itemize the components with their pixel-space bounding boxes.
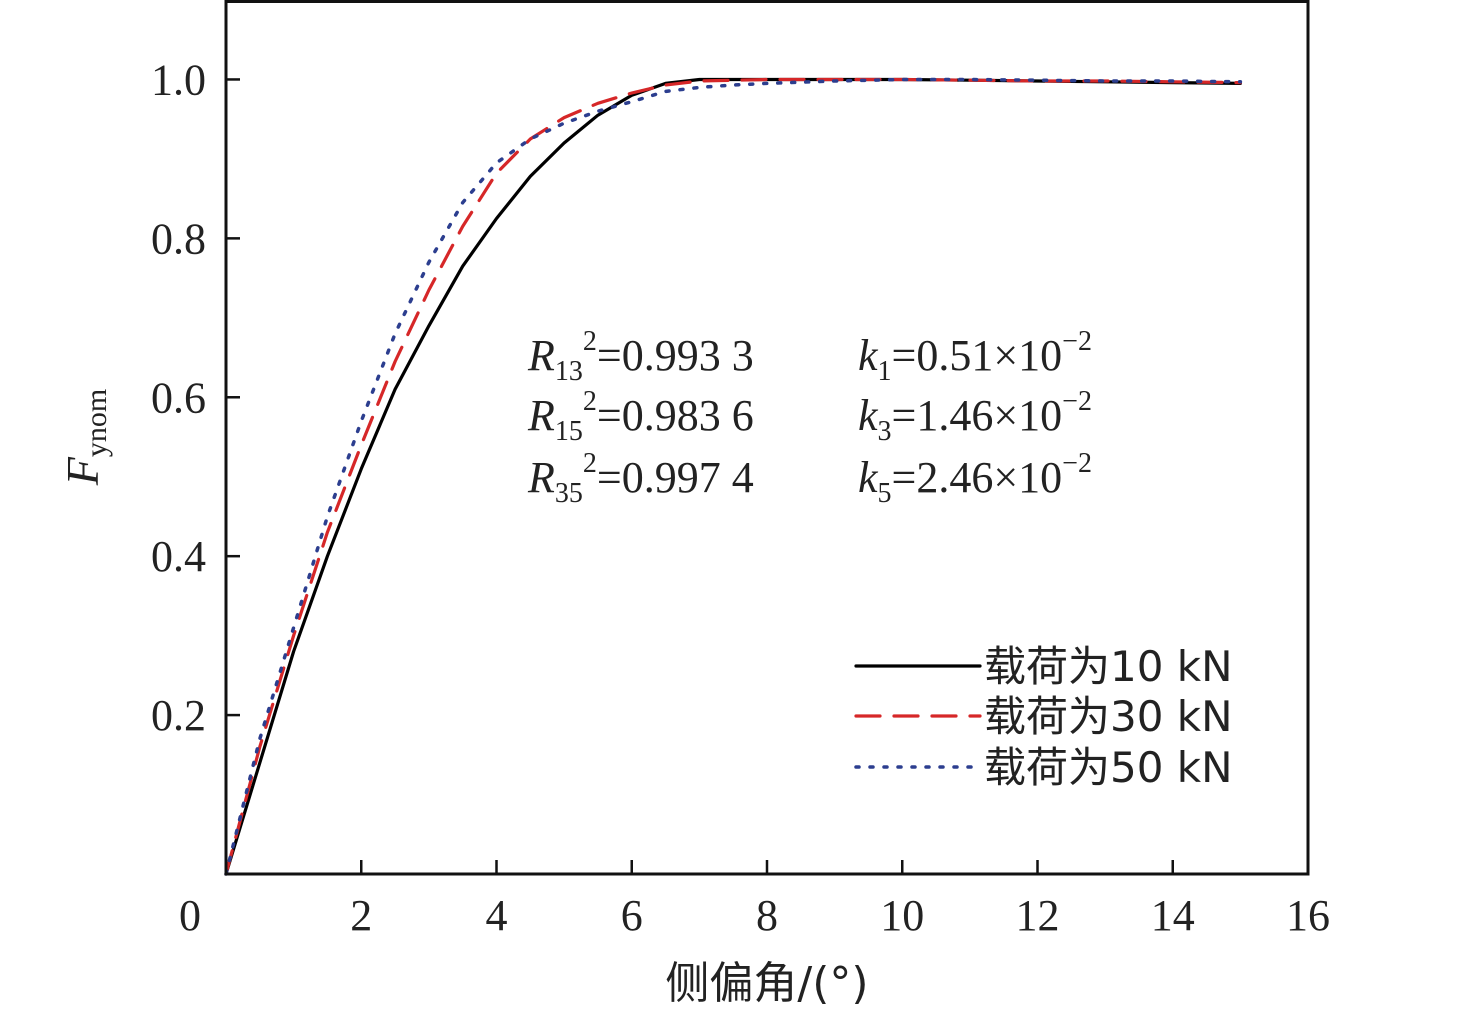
r-superscript: 2: [583, 386, 597, 417]
x-tick-label: 16: [1286, 891, 1330, 940]
x-tick-label: 0: [179, 891, 201, 940]
k-exponent: −2: [1062, 448, 1092, 479]
k-subscript: 1: [878, 356, 892, 387]
k-value: =1.46×10: [892, 391, 1063, 440]
x-tick-label: 8: [756, 891, 778, 940]
r-subscript: 15: [555, 416, 583, 447]
k-subscript: 5: [878, 478, 892, 509]
r-symbol: R: [527, 331, 555, 380]
y-axis-label: Fynom: [57, 389, 113, 486]
legend-label: 载荷为30 kN: [984, 692, 1233, 741]
k-exponent: −2: [1062, 386, 1092, 417]
y-tick-label: 0.2: [151, 691, 206, 740]
r-symbol: R: [527, 391, 555, 440]
r-squared-annotation: R352=0.997 4: [527, 448, 754, 509]
r-subscript: 13: [555, 356, 583, 387]
k-value: =2.46×10: [892, 453, 1063, 502]
k-value: =0.51×10: [892, 331, 1063, 380]
legend-label: 载荷为50 kN: [984, 743, 1233, 792]
k-symbol: k: [858, 391, 879, 440]
k-symbol: k: [858, 453, 879, 502]
y-tick-label: 0.6: [151, 373, 206, 422]
y-tick-label: 0.4: [151, 532, 206, 581]
series-line-2: [224, 77, 1243, 876]
x-tick-label: 4: [486, 891, 508, 940]
x-axis-label: 侧偏角/(°): [665, 958, 868, 1009]
plot-frame: [224, 0, 1310, 876]
legend-label: 载荷为10 kN: [984, 642, 1233, 691]
r-value: =0.993 3: [597, 331, 754, 380]
r-value: =0.997 4: [597, 453, 754, 502]
x-ticks: 0 2 4 6 8 10 12 14 16: [179, 860, 1330, 940]
r-symbol: R: [527, 453, 555, 502]
x-tick-label: 2: [350, 891, 372, 940]
series-line-3: [224, 77, 1243, 876]
y-axis-label-sub: ynom: [80, 389, 113, 457]
y-tick-label: 0.8: [151, 214, 206, 263]
x-tick-label: 12: [1016, 891, 1060, 940]
k-symbol: k: [858, 331, 879, 380]
x-tick-label: 14: [1151, 891, 1195, 940]
y-ticks: 0.2 0.4 0.6 0.8 1.0: [151, 55, 240, 740]
k-annotation: k3=1.46×10−2: [858, 386, 1092, 447]
r-superscript: 2: [583, 326, 597, 357]
y-axis-label-main: F: [57, 456, 108, 486]
x-tick-label: 10: [880, 891, 924, 940]
k-subscript: 3: [878, 416, 892, 447]
r-superscript: 2: [583, 448, 597, 479]
y-tick-label: 1.0: [151, 55, 206, 104]
r-value: =0.983 6: [597, 391, 754, 440]
k-annotation: k5=2.46×10−2: [858, 448, 1092, 509]
series-layer: [224, 77, 1243, 876]
x-tick-label: 6: [621, 891, 643, 940]
k-exponent: −2: [1062, 326, 1092, 357]
r-squared-annotation: R152=0.983 6: [527, 386, 754, 447]
r-squared-annotation: R132=0.993 3: [527, 326, 754, 387]
r-subscript: 35: [555, 478, 583, 509]
k-annotation: k1=0.51×10−2: [858, 326, 1092, 387]
